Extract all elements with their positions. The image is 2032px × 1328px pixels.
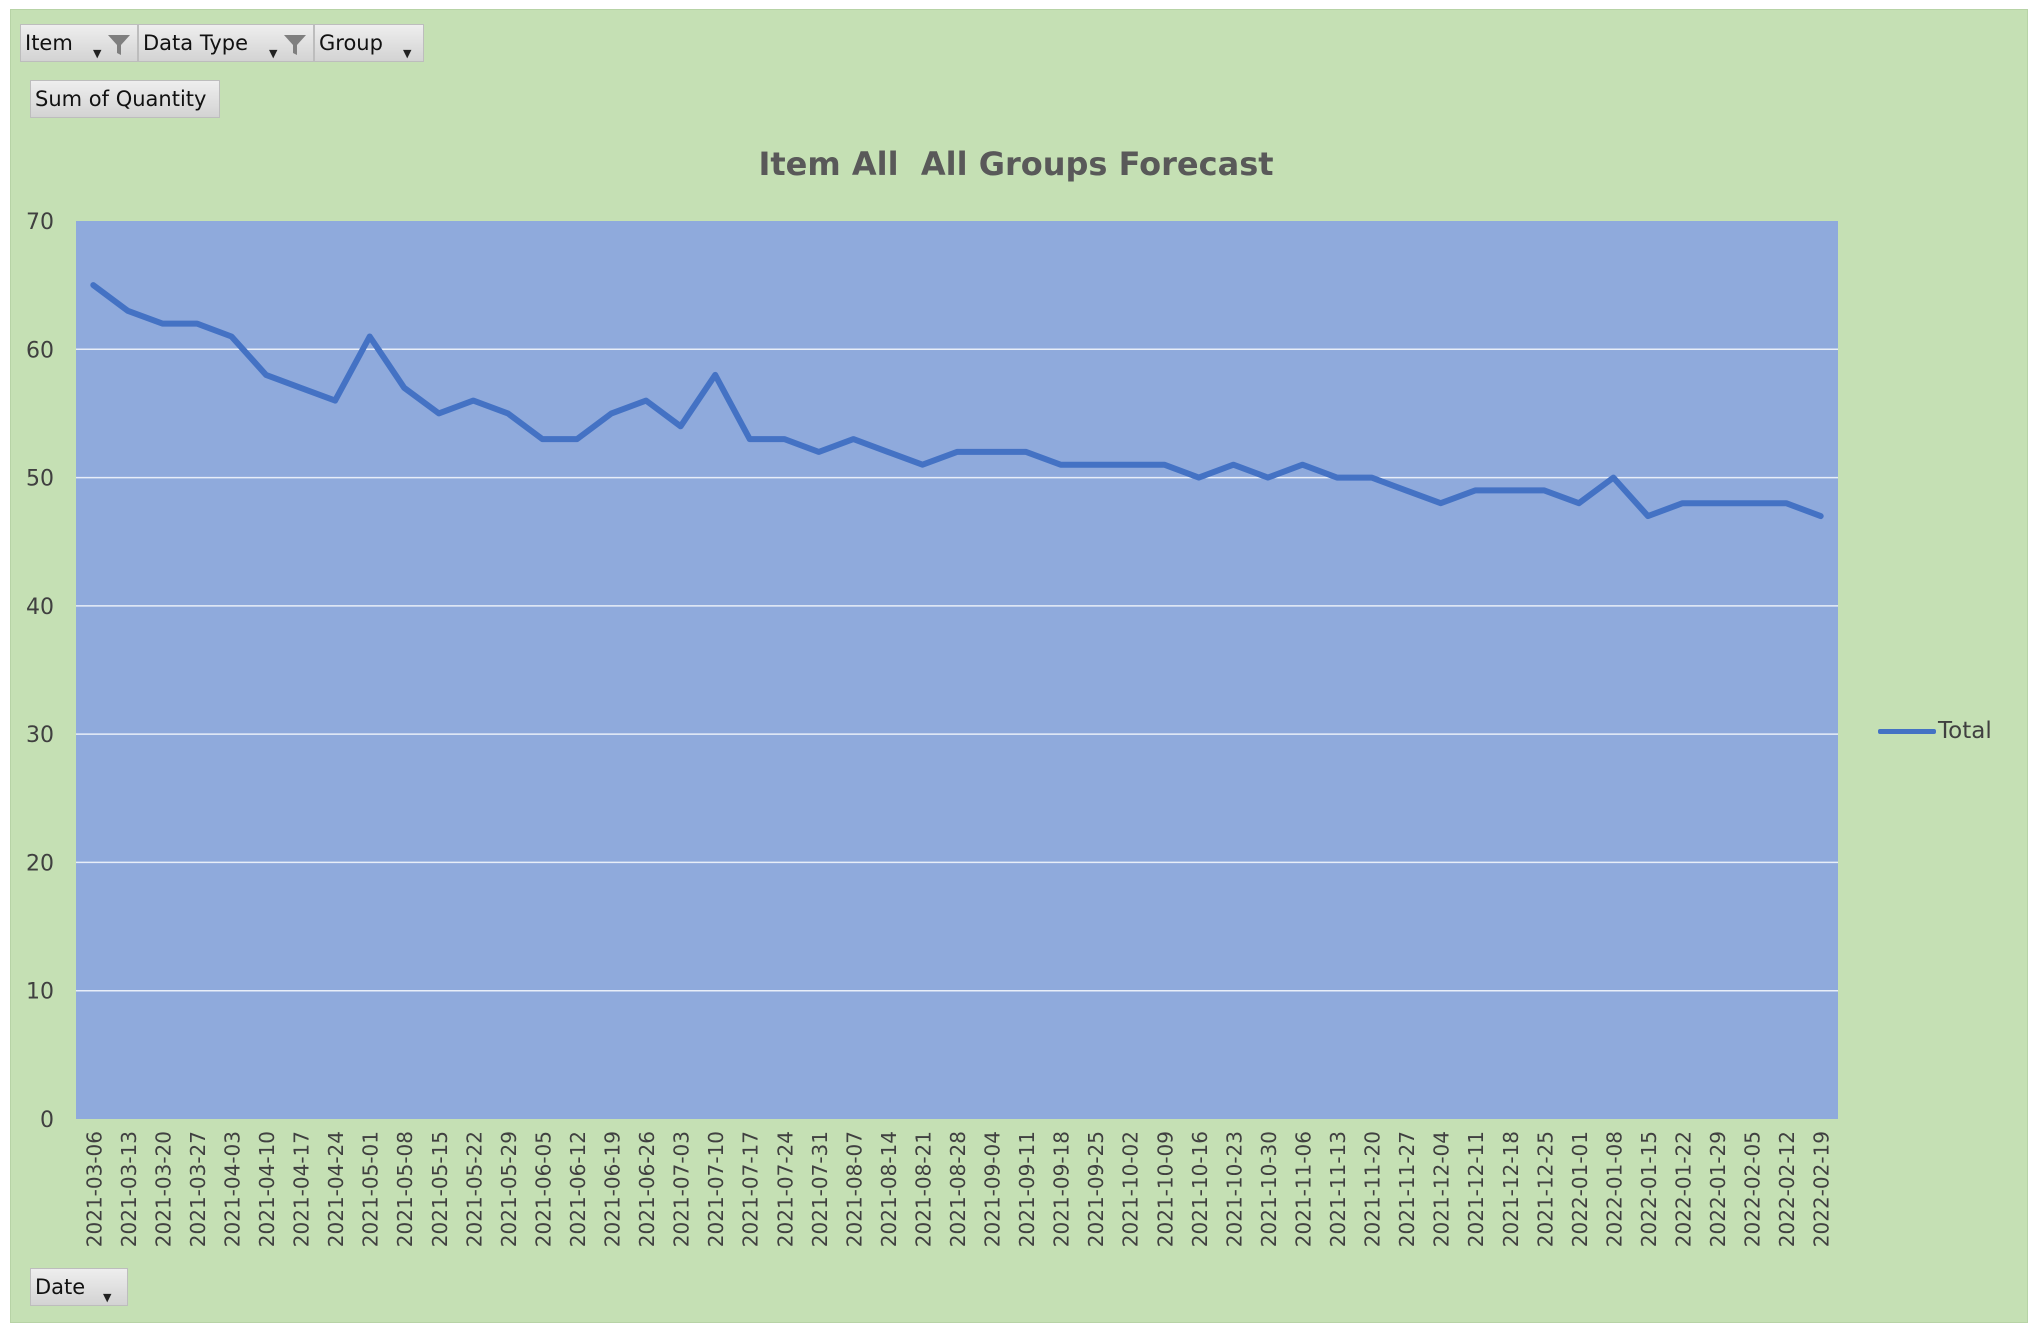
x-tick-label: 2021-04-17 (290, 1131, 314, 1247)
data-type-filter-button[interactable]: Data Type ▼ (138, 24, 314, 62)
dropdown-arrow-icon: ▼ (269, 47, 278, 60)
x-tick-label: 2021-07-03 (670, 1131, 694, 1247)
funnel-icon (284, 35, 306, 55)
x-tick-label: 2021-07-10 (704, 1131, 728, 1247)
x-tick-label: 2021-10-23 (1222, 1131, 1246, 1247)
dropdown-arrow-icon: ▼ (93, 47, 102, 60)
x-tick-label: 2021-05-22 (462, 1131, 486, 1247)
x-tick-label: 2021-04-03 (220, 1131, 244, 1247)
legend-label-total: Total (1938, 718, 1992, 744)
x-tick-label: 2021-10-16 (1188, 1131, 1212, 1247)
x-tick-label: 2022-01-22 (1672, 1131, 1696, 1247)
y-tick-label: 60 (26, 338, 54, 363)
gridlines (76, 348, 1838, 992)
item-filter-button[interactable]: Item ▼ (20, 24, 138, 62)
y-tick-label: 20 (26, 851, 54, 876)
x-tick-label: 2022-01-15 (1637, 1131, 1661, 1247)
x-tick-label: 2021-09-25 (1084, 1131, 1108, 1247)
x-tick-label: 2021-10-30 (1257, 1131, 1281, 1247)
dropdown-arrow-icon: ▼ (403, 47, 412, 60)
x-tick-label: 2021-09-11 (1015, 1131, 1039, 1247)
x-tick-label: 2021-09-18 (1050, 1131, 1074, 1247)
y-tick-label: 50 (26, 467, 54, 492)
x-tick-label: 2021-06-12 (566, 1131, 590, 1247)
x-tick-label: 2021-12-25 (1533, 1131, 1557, 1247)
x-tick-label: 2022-02-19 (1810, 1131, 1834, 1247)
series-line-total (90, 282, 1824, 520)
x-tick-label: 2021-11-06 (1291, 1131, 1315, 1247)
data-type-filter-label: Data Type (143, 31, 249, 55)
legend-swatch-total (1878, 728, 1936, 734)
group-filter-button[interactable]: Group ▼ (314, 24, 424, 62)
x-axis-tick-labels: 2021-03-06 2021-03-13 2021-03-20 2021-03-27… (82, 1131, 1833, 1247)
x-tick-label: 2021-04-24 (324, 1131, 348, 1247)
x-tick-label: 2022-01-01 (1568, 1131, 1592, 1247)
item-filter-label: Item (25, 31, 73, 55)
x-tick-label: 2021-11-13 (1326, 1131, 1350, 1247)
x-tick-label: 2021-06-19 (601, 1131, 625, 1247)
x-tick-label: 2021-12-18 (1499, 1131, 1523, 1247)
x-tick-label: 2021-10-09 (1153, 1131, 1177, 1247)
x-tick-label: 2021-07-24 (773, 1131, 797, 1247)
sum-of-quantity-button[interactable]: Sum of Quantity (30, 80, 220, 118)
dropdown-arrow-icon: ▼ (103, 1291, 112, 1304)
group-filter-label: Group (319, 31, 383, 55)
x-tick-label: 2021-12-11 (1464, 1131, 1488, 1247)
x-tick-label: 2021-05-01 (359, 1131, 383, 1247)
x-tick-label: 2021-03-27 (186, 1131, 210, 1247)
x-tick-label: 2021-03-20 (151, 1131, 175, 1247)
y-axis-tick-labels: 0 10 20 30 40 50 60 70 (26, 210, 54, 1133)
legend: Total (1878, 716, 1992, 746)
plot-area (76, 221, 1838, 1119)
x-tick-label: 2021-07-31 (808, 1131, 832, 1247)
x-tick-label: 2022-02-05 (1741, 1131, 1765, 1247)
x-tick-label: 2021-03-13 (117, 1131, 141, 1247)
x-tick-label: 2021-05-29 (497, 1131, 521, 1247)
x-tick-label: 2021-08-14 (877, 1131, 901, 1247)
date-field-label: Date (35, 1275, 86, 1299)
funnel-icon (108, 35, 130, 55)
x-tick-label: 2021-08-07 (842, 1131, 866, 1247)
y-tick-label: 10 (26, 980, 54, 1005)
y-tick-label: 0 (40, 1108, 54, 1133)
x-tick-label: 2021-11-27 (1395, 1131, 1419, 1247)
x-tick-label: 2021-11-20 (1361, 1131, 1385, 1247)
date-axis-field-button[interactable]: Date ▼ (30, 1268, 128, 1306)
x-tick-label: 2022-02-12 (1775, 1131, 1799, 1247)
x-tick-label: 2022-01-29 (1706, 1131, 1730, 1247)
y-tick-label: 40 (26, 595, 54, 620)
chart-title: Item All All Groups Forecast (758, 145, 1273, 183)
x-tick-label: 2021-06-26 (635, 1131, 659, 1247)
y-tick-label: 30 (26, 723, 54, 748)
x-tick-label: 2021-10-02 (1119, 1131, 1143, 1247)
x-tick-label: 2021-03-06 (82, 1131, 106, 1247)
x-tick-label: 2021-05-15 (428, 1131, 452, 1247)
x-tick-label: 2021-07-17 (739, 1131, 763, 1247)
x-tick-label: 2022-01-08 (1602, 1131, 1626, 1247)
x-tick-label: 2021-08-28 (946, 1131, 970, 1247)
values-field-label: Sum of Quantity (35, 87, 207, 111)
x-tick-label: 2021-04-10 (255, 1131, 279, 1247)
y-tick-label: 70 (26, 210, 54, 235)
x-tick-label: 2021-08-21 (911, 1131, 935, 1247)
x-tick-label: 2021-06-05 (531, 1131, 555, 1247)
x-tick-label: 2021-05-08 (393, 1131, 417, 1247)
x-tick-label: 2021-12-04 (1430, 1131, 1454, 1247)
x-tick-label: 2021-09-04 (981, 1131, 1005, 1247)
